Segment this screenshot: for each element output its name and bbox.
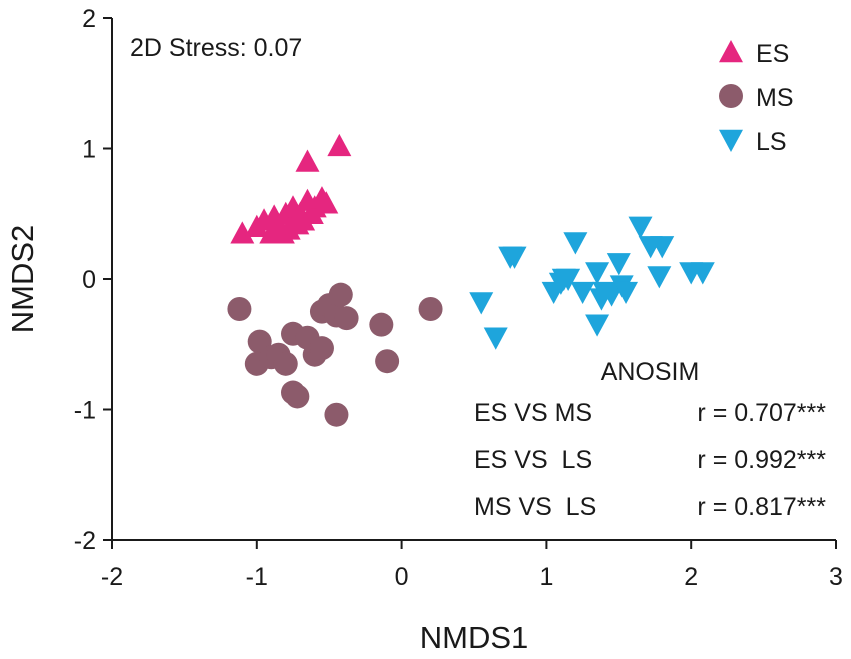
data-points: [227, 133, 715, 427]
x-tick-label: -2: [101, 563, 123, 591]
x-tick-label: 1: [539, 563, 553, 591]
point-ms: [369, 312, 394, 337]
point-es: [295, 149, 320, 172]
y-axis-title: NMDS2: [5, 225, 40, 334]
stress-label: 2D Stress: 0.07: [130, 34, 302, 62]
legend-label-ls: LS: [756, 128, 787, 156]
x-tick-label: 2: [684, 563, 698, 591]
y-tick-label: 0: [82, 266, 96, 294]
y-ticks: -2 -1 0 1 2: [74, 5, 112, 555]
anosim-annotation: ANOSIM ES VS MS r = 0.707*** ES VS LS r …: [474, 358, 826, 521]
x-tick-label: 3: [829, 563, 843, 591]
point-ls: [556, 268, 581, 291]
legend-label-es: ES: [756, 40, 789, 68]
legend-marker-ms: [719, 84, 743, 108]
point-ms: [285, 384, 310, 409]
y-tick-label: -2: [74, 527, 96, 555]
legend-marker-ls: [719, 129, 743, 152]
point-es: [314, 191, 339, 214]
anosim-pair-es-ls: ES VS LS: [474, 446, 592, 474]
y-tick-label: 1: [82, 136, 96, 164]
point-ms: [328, 282, 353, 307]
point-ms: [418, 297, 443, 322]
point-ls: [469, 292, 494, 315]
legend-marker-es: [719, 40, 743, 63]
point-ls: [690, 262, 715, 285]
point-es: [230, 221, 255, 244]
point-es: [327, 133, 352, 157]
point-ls: [650, 236, 675, 259]
x-tick-label: -1: [246, 563, 268, 591]
point-ms: [309, 336, 334, 361]
y-tick-label: 2: [82, 5, 96, 33]
anosim-pair-es-ms: ES VS MS: [474, 399, 592, 427]
point-ls: [483, 327, 508, 350]
point-ls: [570, 281, 595, 305]
point-ms: [334, 306, 359, 331]
point-ls: [585, 314, 610, 337]
x-ticks: -2 -1 0 1 2 3: [101, 540, 843, 591]
x-axis-title: NMDS1: [420, 620, 529, 655]
point-ls: [614, 281, 639, 305]
point-ls: [628, 216, 653, 239]
point-ls: [647, 266, 672, 289]
point-ms: [324, 402, 349, 427]
legend: ES MS LS: [719, 40, 794, 156]
anosim-r-ms-ls: r = 0.817***: [697, 493, 826, 521]
anosim-title: ANOSIM: [601, 358, 700, 386]
point-ls: [502, 246, 527, 269]
point-ms: [375, 349, 400, 374]
point-ls: [563, 232, 588, 255]
point-ms: [227, 297, 252, 322]
y-tick-label: -1: [74, 397, 96, 425]
point-ls: [606, 253, 631, 276]
point-ms: [273, 351, 298, 376]
point-ls: [599, 284, 624, 307]
anosim-r-es-ls: r = 0.992***: [697, 446, 826, 474]
legend-label-ms: MS: [756, 84, 794, 112]
anosim-r-es-ms: r = 0.707***: [697, 399, 826, 427]
anosim-pair-ms-ls: MS VS LS: [474, 493, 596, 521]
point-ls: [585, 262, 610, 285]
x-tick-label: 0: [395, 563, 409, 591]
